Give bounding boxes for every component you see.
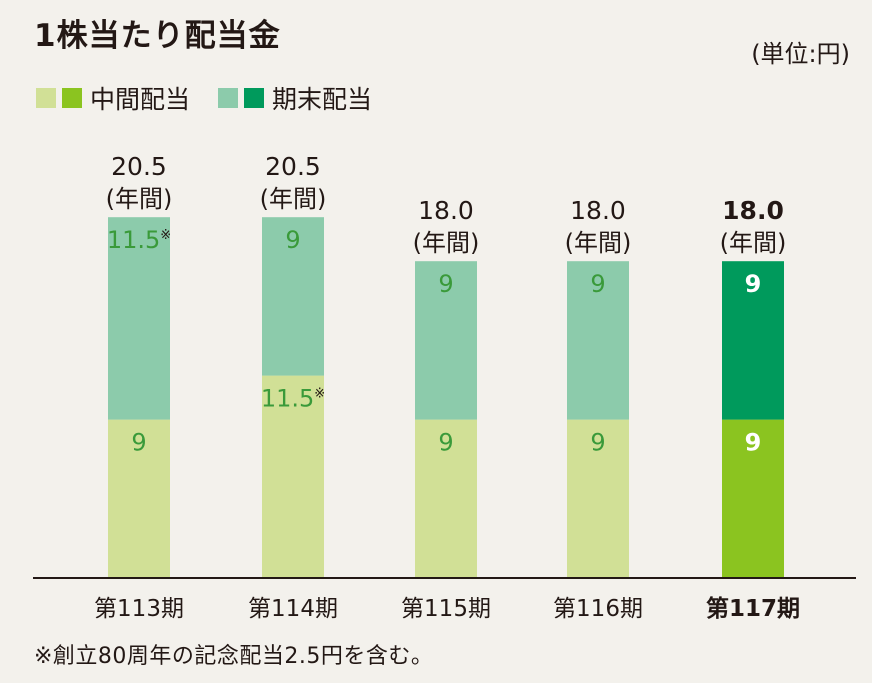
legend-yearend-swatch-dark	[244, 88, 265, 108]
category-label-4: 第116期	[553, 596, 643, 622]
footnote: ※創立80周年の記念配当2.5円を含む。	[34, 644, 434, 669]
value-label-interim-3: 9	[438, 429, 453, 457]
legend-interim: 中間配当	[36, 80, 190, 116]
bar-interim-5	[722, 419, 784, 578]
value-label-interim-1: 9	[131, 429, 146, 457]
category-label-5: 第117期	[706, 595, 800, 622]
value-label-interim-4: 9	[590, 429, 605, 457]
legend-yearend-label: 期末配当	[272, 85, 373, 114]
legend-yearend: 期末配当	[218, 80, 372, 116]
legend-interim-swatch-light	[36, 88, 56, 108]
total-label-4: 18.0	[570, 196, 626, 225]
bar-interim-4	[567, 419, 629, 578]
legend-interim-label: 中間配当	[90, 85, 191, 114]
value-label-interim-5: 9	[745, 429, 762, 457]
total-suffix-1: (年間)	[106, 185, 173, 213]
legend-yearend-swatch-light	[218, 88, 239, 108]
chart-title: 1株当たり配当金	[34, 18, 281, 54]
value-label-yearend-4: 9	[590, 270, 605, 298]
total-label-3: 18.0	[418, 196, 474, 225]
total-label-1: 20.5	[111, 152, 167, 181]
category-label-3: 第115期	[401, 596, 491, 622]
total-label-2: 20.5	[265, 152, 321, 181]
value-label-yearend-3: 9	[438, 270, 453, 298]
bar-yearend-1	[108, 217, 170, 420]
category-label-2: 第114期	[248, 596, 338, 622]
unit-label: (単位:円)	[751, 40, 850, 68]
bar-interim-2	[262, 375, 324, 578]
legend-interim-swatch-dark	[62, 88, 82, 108]
total-suffix-3: (年間)	[413, 229, 480, 257]
bar-interim-1	[108, 419, 170, 578]
total-suffix-5: (年間)	[720, 229, 787, 257]
bar-yearend-5	[722, 261, 784, 420]
bar-interim-3	[415, 419, 477, 578]
category-label-1: 第113期	[94, 596, 184, 622]
total-suffix-2: (年間)	[260, 185, 327, 213]
bar-yearend-2	[262, 217, 324, 376]
bar-yearend-3	[415, 261, 477, 420]
legend: 中間配当 期末配当	[36, 80, 400, 116]
value-label-yearend-2: 9	[285, 226, 300, 254]
bar-yearend-4	[567, 261, 629, 420]
total-suffix-4: (年間)	[565, 229, 632, 257]
value-label-yearend-5: 9	[745, 270, 762, 298]
total-label-5: 18.0	[722, 196, 784, 225]
